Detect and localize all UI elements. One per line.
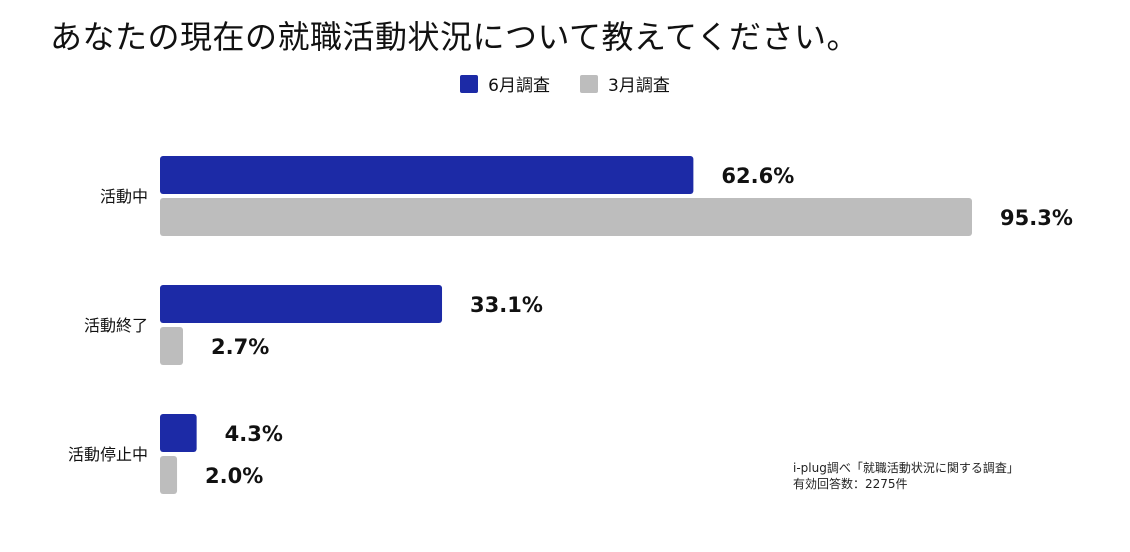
legend-item-march: 3月調査 [580, 71, 670, 96]
legend-swatch-june [460, 74, 479, 93]
category-label: 活動中 [100, 187, 148, 206]
data-label: 2.0% [205, 464, 263, 488]
bar-march [160, 456, 178, 494]
data-label: 62.6% [721, 164, 794, 188]
category-label: 活動終了 [84, 316, 148, 335]
bar-june [160, 156, 694, 194]
data-label: 33.1% [470, 293, 543, 317]
source-line-2: 有効回答数：2275件 [793, 477, 908, 491]
legend-swatch-march [580, 74, 598, 93]
legend-label-june: 6月調査 [488, 76, 550, 96]
category-label: 活動停止中 [68, 445, 148, 464]
bar-march [160, 198, 972, 236]
legend-item-june: 6月調査 [460, 71, 550, 96]
bar-june [160, 414, 197, 452]
legend-label-march: 3月調査 [608, 76, 670, 96]
data-label: 2.7% [211, 335, 269, 359]
legend: 6月調査 3月調査 [0, 71, 1130, 96]
source-note: i-plug調べ「就職活動状況に関する調査」 有効回答数：2275件 [793, 460, 1019, 492]
data-label: 4.3% [225, 422, 283, 446]
bar-march [160, 327, 184, 365]
chart-title: あなたの現在の就職活動状況について教えてください。 [50, 18, 859, 56]
source-line-1: i-plug調べ「就職活動状況に関する調査」 [793, 461, 1019, 475]
bar-june [160, 285, 443, 323]
data-label: 95.3% [1000, 206, 1073, 230]
